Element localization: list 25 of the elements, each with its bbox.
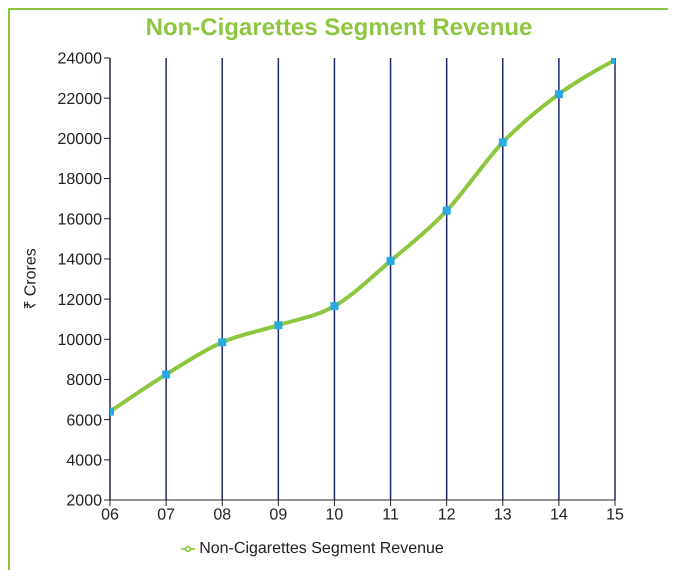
y-tick-label: 6000 — [66, 412, 102, 430]
x-tick-label: 12 — [438, 506, 456, 524]
y-tick-label: 12000 — [58, 292, 102, 309]
y-tick-label: 18000 — [58, 171, 102, 188]
y-tick-label: 4000 — [66, 452, 102, 470]
y-tick-label: 20000 — [58, 131, 102, 148]
y-tick-label: 10000 — [58, 332, 102, 349]
y-tick-label: 14000 — [58, 252, 102, 269]
y-tick-label: 24000 — [58, 50, 102, 68]
y-axis-title: ₹ Crores — [22, 248, 40, 310]
y-tick-label: 2000 — [66, 492, 102, 510]
y-tick-label: 8000 — [66, 372, 102, 390]
x-tick-label: 09 — [269, 506, 288, 524]
x-tick-label: 07 — [157, 506, 176, 524]
x-tick-label: 06 — [101, 506, 119, 524]
y-tick-label: 22000 — [58, 90, 102, 108]
x-tick-label: 13 — [494, 506, 512, 524]
x-tick-label: 11 — [382, 506, 399, 524]
y-tick-label: 16000 — [58, 211, 102, 228]
x-tick-label: 10 — [326, 506, 344, 524]
legend-label: Non-Cigarettes Segment Revenue — [199, 540, 444, 557]
chart-title: Non-Cigarettes Segment Revenue — [144, 14, 534, 43]
x-tick-label: 14 — [550, 506, 568, 524]
x-tick-label: 08 — [213, 506, 232, 524]
x-tick-label: 15 — [606, 506, 624, 524]
